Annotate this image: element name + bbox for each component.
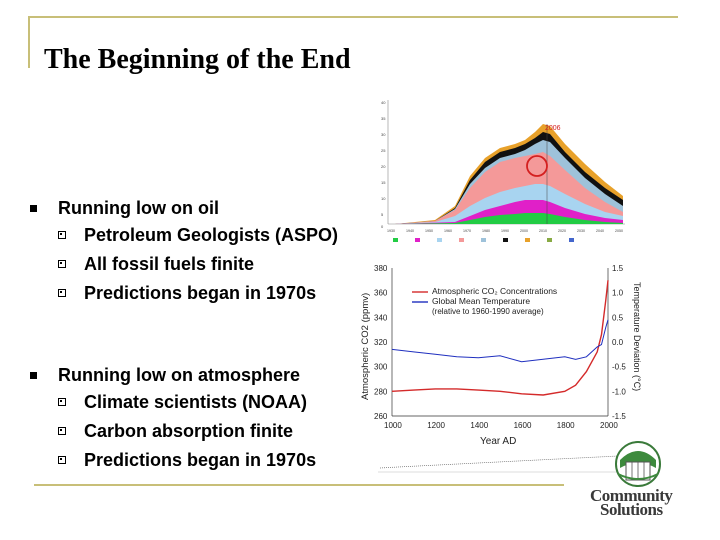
oil-x-tick: 1970 xyxy=(463,229,471,233)
square-bullet-icon xyxy=(30,372,37,379)
oil-y-tick: 20 xyxy=(381,164,386,169)
hollow-square-bullet-icon xyxy=(58,398,66,406)
oil-x-tick: 2050 xyxy=(615,229,623,233)
co2-y-left-tick: 380 xyxy=(374,264,388,273)
sub-bullet-text: All fossil fuels finite xyxy=(84,254,255,274)
oil-x-tick: 2040 xyxy=(596,229,604,233)
co2-y-left-tick: 340 xyxy=(374,313,388,322)
oil-y-tick: 15 xyxy=(381,180,386,185)
oil-x-tick: 1950 xyxy=(425,229,433,233)
co2-x-tick: 1000 xyxy=(384,421,402,430)
oil-x-tick: 1930 xyxy=(387,229,395,233)
oil-x-tick: 1980 xyxy=(482,229,490,233)
oil-chart-areas xyxy=(395,124,623,224)
co2-x-tick: 1400 xyxy=(470,421,488,430)
co2-y-right-tick: -0.5 xyxy=(612,363,626,372)
oil-chart-y-ticks: 40 35 30 25 20 15 10 5 0 xyxy=(381,100,386,229)
legend-temp-note: (relative to 1960-1990 average) xyxy=(432,307,544,316)
co2-y-right-tick: -1.5 xyxy=(612,412,626,421)
co2-x-tick: 1800 xyxy=(557,421,575,430)
co2-ylabel-left: Atmospheric CO2 (ppmv) xyxy=(360,293,371,400)
oil-peak-callout: 2006 xyxy=(545,125,561,132)
sub-bullet-item: Carbon absorption finite xyxy=(30,417,380,446)
oil-x-tick: 2010 xyxy=(539,229,547,233)
co2-chart-lines xyxy=(391,280,609,396)
bullet-text: Running low on atmosphere xyxy=(58,365,300,385)
oil-chart-legend-swatches xyxy=(393,238,574,242)
oil-x-tick: 1990 xyxy=(501,229,509,233)
sub-bullet-text: Predictions began in 1970s xyxy=(84,283,317,303)
co2-y-right-tick: -1.0 xyxy=(612,387,626,396)
hollow-square-bullet-icon xyxy=(58,289,66,297)
oil-y-tick: 0 xyxy=(381,224,384,229)
co2-chart-legend: Atmospheric CO₂ Concentrations Global Me… xyxy=(412,286,557,316)
oil-y-tick: 30 xyxy=(381,132,386,137)
co2-y-left-tick: 280 xyxy=(374,387,388,396)
sub-bullet-item: Petroleum Geologists (ASPO) xyxy=(30,221,380,250)
oil-y-tick: 35 xyxy=(381,116,386,121)
legend-co2-label: Atmospheric CO₂ Concentrations xyxy=(432,286,557,296)
bullet-text: Running low on oil xyxy=(58,198,219,218)
co2-y-left-tick: 320 xyxy=(374,338,388,347)
bullet-list: Running low on oil Petroleum Geologists … xyxy=(30,196,380,475)
co2-y-right-tick: 1.5 xyxy=(612,264,624,273)
oil-x-tick: 2030 xyxy=(577,229,585,233)
sub-bullet-text: Predictions began in 1970s xyxy=(84,450,317,470)
co2-temperature-chart: 1000 1200 1400 1600 1800 2000 380 360 340 320 300 2… xyxy=(356,260,646,450)
community-solutions-logo xyxy=(615,441,661,487)
sub-bullet-item: Predictions began in 1970s xyxy=(30,279,380,308)
co2-ylabel-right: Temperature Deviation (°C) xyxy=(632,282,642,391)
oil-x-tick: 1960 xyxy=(444,229,452,233)
co2-y-left-tick: 360 xyxy=(374,289,388,298)
square-bullet-icon xyxy=(30,205,37,212)
sub-bullet-item: Climate scientists (NOAA) xyxy=(30,388,380,417)
oil-y-tick: 10 xyxy=(381,196,386,201)
co2-x-tick: 1600 xyxy=(514,421,532,430)
peak-highlight-circle xyxy=(526,155,548,177)
hollow-square-bullet-icon xyxy=(58,260,66,268)
oil-y-tick: 40 xyxy=(381,100,386,105)
co2-xlabel: Year AD xyxy=(480,436,516,447)
co2-y-left-tick: 260 xyxy=(374,412,388,421)
sub-bullet-item: All fossil fuels finite xyxy=(30,250,380,279)
oil-area-green xyxy=(395,213,623,224)
co2-chart-ticks: 1000 1200 1400 1600 1800 2000 380 360 340 320 300 2… xyxy=(374,264,626,430)
co2-x-tick: 1200 xyxy=(427,421,445,430)
oil-x-tick: 2020 xyxy=(558,229,566,233)
co2-x-tick: 2000 xyxy=(600,421,618,430)
bullet-item: Running low on oil xyxy=(30,196,380,221)
co2-chart-axes xyxy=(391,268,609,417)
logo-wordmark-line2: Solutions xyxy=(600,500,663,519)
oil-y-tick: 5 xyxy=(381,212,384,217)
bullet-item: Running low on atmosphere xyxy=(30,363,380,388)
slide-title: The Beginning of the End xyxy=(44,44,351,75)
frame-bottom-rule xyxy=(34,484,564,486)
frame-left-rule xyxy=(28,16,30,68)
co2-y-right-tick: 0.0 xyxy=(612,338,624,347)
logo-wordmark-line1: Community xyxy=(590,486,673,505)
temperature-series-line xyxy=(391,319,609,363)
oil-x-tick: 1940 xyxy=(406,229,414,233)
oil-y-tick: 25 xyxy=(381,148,386,153)
sub-bullet-text: Petroleum Geologists (ASPO) xyxy=(84,225,339,245)
co2-y-right-tick: 1.0 xyxy=(612,289,624,298)
hollow-square-bullet-icon xyxy=(58,231,66,239)
co2-y-right-tick: 0.5 xyxy=(612,313,624,322)
oil-x-tick: 2000 xyxy=(520,229,528,233)
oil-chart-x-ticks: 1930 1940 1950 1960 1970 1980 1990 2000 … xyxy=(387,229,623,233)
hollow-square-bullet-icon xyxy=(58,456,66,464)
sub-bullet-text: Climate scientists (NOAA) xyxy=(84,392,308,412)
sub-bullet-item: Predictions began in 1970s xyxy=(30,446,380,475)
legend-temp-label: Global Mean Temperature xyxy=(432,296,530,306)
co2-series-line xyxy=(391,280,609,396)
hollow-square-bullet-icon xyxy=(58,427,66,435)
oil-production-chart: 40 35 30 25 20 15 10 5 0 2006 1930 1940 … xyxy=(375,96,635,248)
sub-bullet-text: Carbon absorption finite xyxy=(84,421,293,441)
co2-data-strip xyxy=(368,450,634,478)
co2-y-left-tick: 300 xyxy=(374,363,388,372)
frame-top-rule xyxy=(28,16,678,18)
